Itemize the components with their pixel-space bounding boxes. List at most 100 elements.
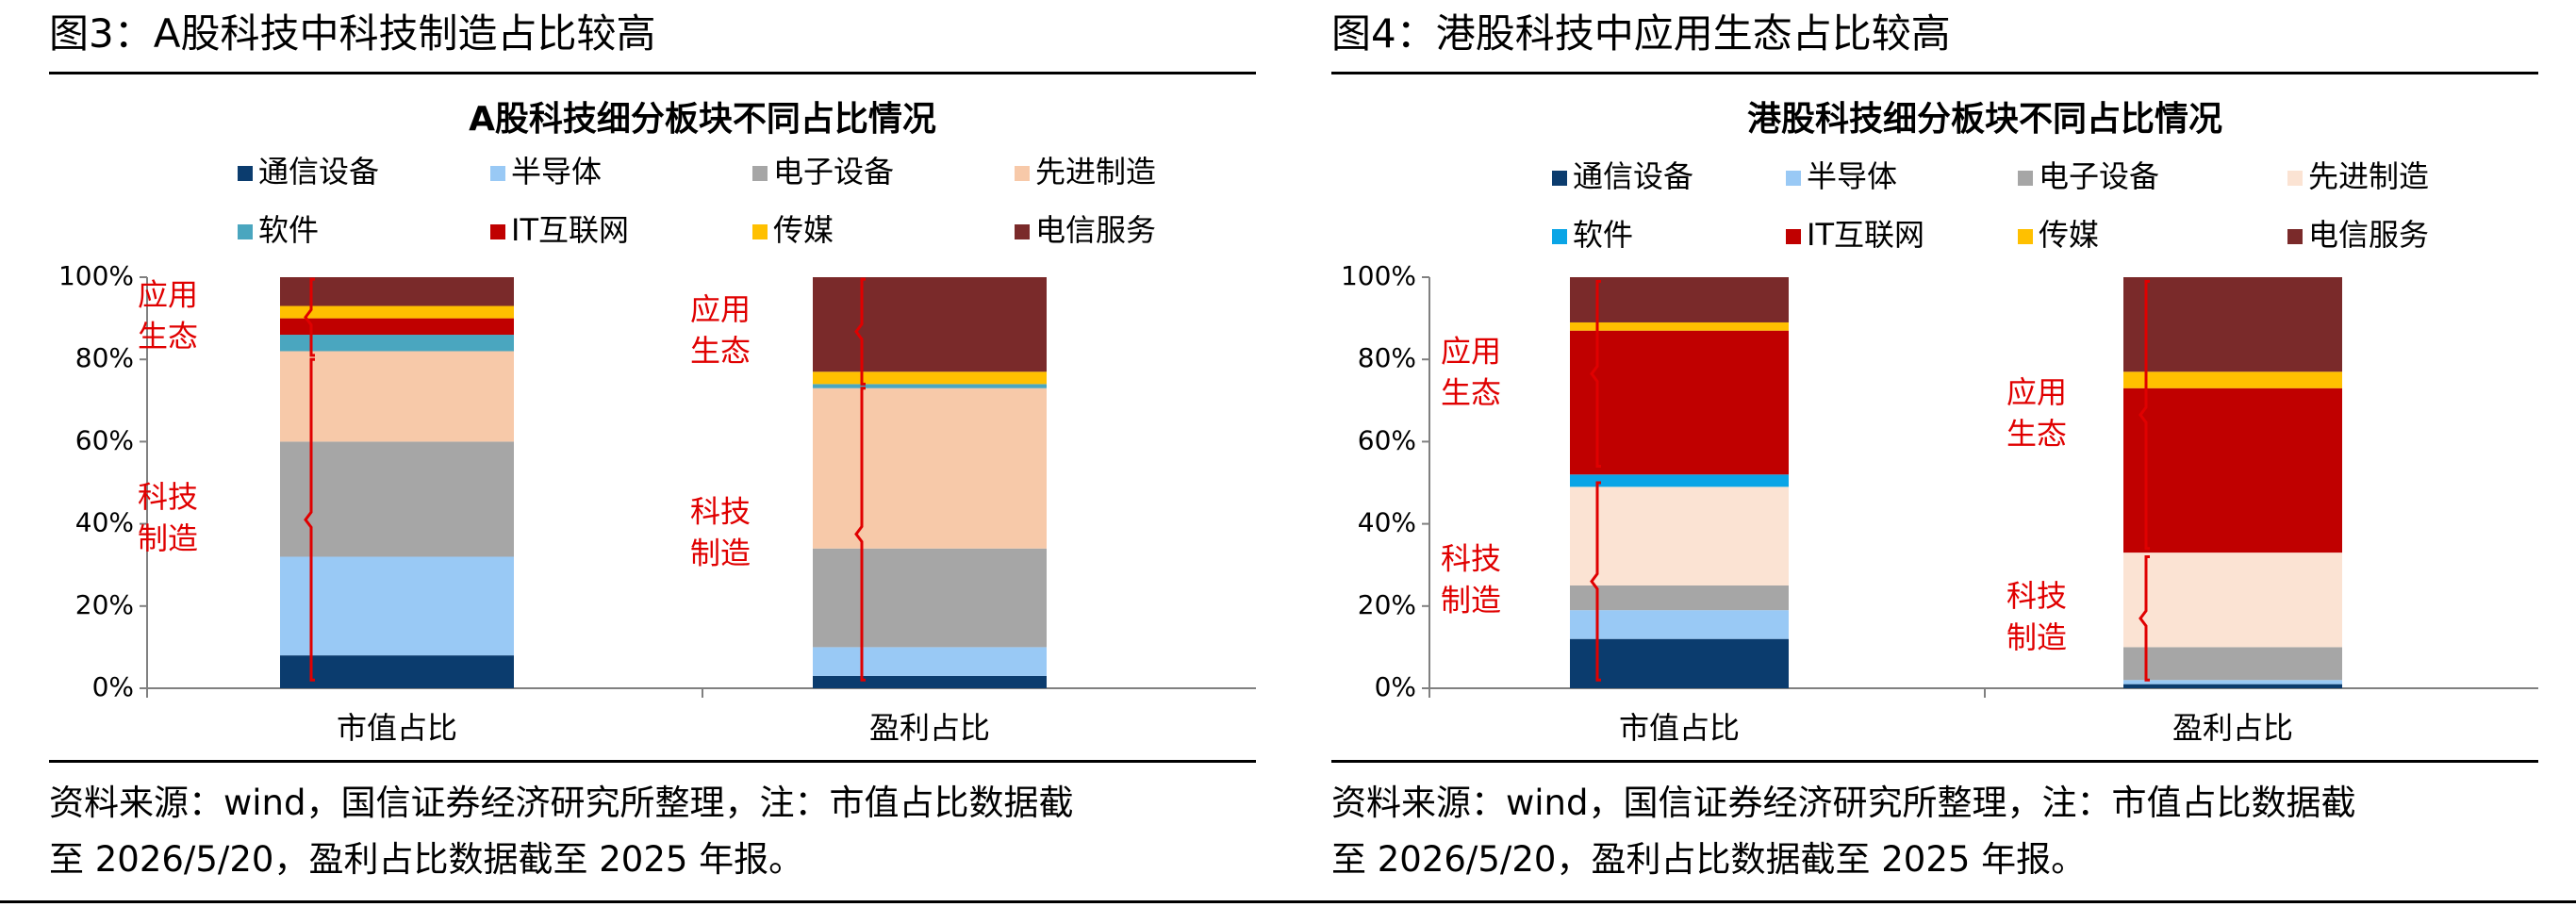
- figure-title: 图4：港股科技中应用生态占比较高: [1331, 10, 1951, 57]
- annotation-bracket-app-ecosystem: 应用生态: [690, 277, 866, 386]
- source-note-line-1: 资料来源：wind，国信证券经济研究所整理，注：市值占比数据截: [1331, 783, 2356, 823]
- y-tick-label: 60%: [75, 424, 134, 455]
- x-tick-label: 市值占比: [1619, 710, 1740, 746]
- legend-label: 先进制造: [1035, 154, 1156, 190]
- figure-3-panel: 图3：A股科技中科技制造占比较高 A股科技细分板块不同占比情况通信设备 半导体 电子…: [49, 0, 1256, 907]
- legend-swatch: [1552, 229, 1567, 244]
- y-tick-label: 0%: [92, 671, 134, 702]
- bar-segment-e8bdafe4bbb6: [1570, 474, 1789, 487]
- bar-segment-e9809ae4bfa1e8aebee5a487: [280, 655, 514, 688]
- y-tick-label: 40%: [75, 507, 134, 538]
- legend-swatch: [2018, 229, 2033, 244]
- legend-swatch: [2287, 171, 2303, 186]
- legend-swatch: [1015, 166, 1030, 181]
- y-tick-label: 100%: [1341, 260, 1416, 291]
- legend-label: 半导体: [1807, 158, 1897, 194]
- y-tick-label: 40%: [1358, 507, 1416, 538]
- bar-segment-e4bca0e5aa92: [813, 371, 1047, 385]
- bar-segment-e794b5e4bfa1e69c8de58aa1: [813, 277, 1047, 372]
- bracket-line: [2138, 554, 2150, 682]
- source-note: 资料来源：wind，国信证券经济研究所整理，注：市值占比数据截 至 2026/5…: [1331, 775, 2548, 888]
- legend-item-e58d8ae5afbce4bd93: 半导体: [490, 154, 602, 190]
- annotation-text-line-2: 制造: [1441, 583, 1501, 618]
- annotation-text-line-1: 应用: [1441, 333, 1501, 369]
- legend-label: 软件: [258, 212, 319, 248]
- bar-segment-e794b5e5ad90e8aebee5a487: [2123, 647, 2342, 681]
- source-note: 资料来源：wind，国信证券经济研究所整理，注：市值占比数据截 至 2026/5…: [49, 775, 1265, 888]
- annotation-text-line-2: 制造: [2006, 619, 2067, 655]
- page-bottom-border: [0, 900, 2576, 903]
- bar-segment-e58588e8bf9be588b6e980a0: [813, 388, 1047, 549]
- bar-segment-e9809ae4bfa1e8aebee5a487: [1570, 638, 1789, 688]
- legend-swatch: [1786, 171, 1801, 186]
- x-tick-label: 市值占比: [337, 710, 457, 746]
- bar-segment-e4bca0e5aa92: [1570, 322, 1789, 331]
- legend-item-e58588e8bf9be588b6e980a0: 先进制造: [1015, 154, 1156, 190]
- legend-label: 电信服务: [2308, 217, 2429, 253]
- bar-segment-e8bdafe4bbb6: [280, 335, 514, 352]
- figure-title: 图3：A股科技中科技制造占比较高: [49, 10, 656, 57]
- bar-segment-e794b5e4bfa1e69c8de58aa1: [2123, 277, 2342, 372]
- legend-item-e58d8ae5afbce4bd93: 半导体: [1786, 158, 1897, 194]
- legend-item-e794b5e4bfa1e69c8de58aa1: 电信服务: [2287, 217, 2429, 253]
- annotation-text-line-1: 科技: [2006, 578, 2067, 614]
- annotation-text-line-2: 生态: [138, 319, 198, 355]
- bar-segment-e794b5e5ad90e8aebee5a487: [280, 441, 514, 557]
- bar-segment-e9809ae4bfa1e8aebee5a487: [2123, 684, 2342, 688]
- legend-label: IT互联网: [1807, 217, 1924, 253]
- legend-label: 通信设备: [258, 154, 379, 190]
- y-tick-label: 80%: [1358, 342, 1416, 373]
- chart-title: A股科技细分板块不同占比情况: [469, 100, 936, 139]
- annotation-text-line-2: 制造: [690, 536, 751, 571]
- bracket-line: [304, 277, 315, 357]
- bar-segment-e58d8ae5afbce4bd93: [813, 647, 1047, 676]
- bracket-line: [854, 387, 866, 682]
- legend-swatch: [752, 224, 768, 239]
- legend-swatch: [490, 224, 505, 239]
- legend-swatch: [2018, 171, 2033, 186]
- y-tick-label: 60%: [1358, 424, 1416, 455]
- bar-segment-e58588e8bf9be588b6e980a0: [1570, 486, 1789, 585]
- annotation-text-line-2: 制造: [138, 520, 198, 556]
- annotation-text-line-2: 生态: [690, 333, 751, 369]
- annotation-text-line-1: 科技: [1441, 541, 1501, 577]
- legend-swatch: [1015, 224, 1030, 239]
- legend-swatch: [1786, 229, 1801, 244]
- bar-segment-e794b5e4bfa1e69c8de58aa1: [280, 277, 514, 306]
- bar-segment-e794b5e4bfa1e69c8de58aa1: [1570, 277, 1789, 322]
- y-tick-label: 20%: [75, 589, 134, 620]
- bar-segment-e4bca0e5aa92: [280, 305, 514, 319]
- source-rule: [1331, 760, 2538, 763]
- bracket-line: [854, 277, 866, 386]
- bar-segment-e58d8ae5afbce4bd93: [280, 556, 514, 656]
- annotation-text-line-2: 生态: [2006, 416, 2067, 452]
- legend-item-e794b5e5ad90e8aebee5a487: 电子设备: [752, 154, 894, 190]
- source-note-line-2: 至 2026/5/20，盈利占比数据截至 2025 年报。: [1331, 839, 2087, 880]
- annotation-text-line-1: 应用: [2006, 374, 2067, 410]
- annotation-bracket-app-ecosystem: 应用生态: [138, 277, 315, 357]
- bar-segment-e794b5e5ad90e8aebee5a487: [813, 548, 1047, 648]
- bar-segment-ite4ba92e88194e7bd91: [1570, 330, 1789, 475]
- legend-label: 传媒: [2039, 217, 2099, 253]
- legend-item-e794b5e5ad90e8aebee5a487: 电子设备: [2018, 158, 2159, 194]
- bracket-line: [304, 357, 315, 682]
- legend-item-e58588e8bf9be588b6e980a0: 先进制造: [2287, 158, 2429, 194]
- legend-item-e9809ae4bfa1e8aebee5a487: 通信设备: [238, 154, 379, 190]
- legend-label: 半导体: [511, 154, 602, 190]
- legend-item-e8bdafe4bbb6: 软件: [238, 212, 319, 248]
- chart-title: 港股科技细分板块不同占比情况: [1747, 100, 2222, 139]
- y-tick-label: 0%: [1375, 671, 1416, 702]
- annotation-text-line-1: 科技: [690, 494, 751, 530]
- source-rule: [49, 760, 1256, 763]
- legend-item-ite4ba92e88194e7bd91: IT互联网: [490, 212, 629, 248]
- y-tick-label: 20%: [1358, 589, 1416, 620]
- legend-swatch: [490, 166, 505, 181]
- legend-label: 传媒: [773, 212, 834, 248]
- legend-item-e4bca0e5aa92: 传媒: [752, 212, 834, 248]
- bar-segment-e58588e8bf9be588b6e980a0: [280, 351, 514, 442]
- legend-label: 先进制造: [2308, 158, 2429, 194]
- bracket-line: [1590, 481, 1601, 682]
- legend-label: 电信服务: [1035, 212, 1156, 248]
- source-note-line-2: 至 2026/5/20，盈利占比数据截至 2025 年报。: [49, 839, 804, 880]
